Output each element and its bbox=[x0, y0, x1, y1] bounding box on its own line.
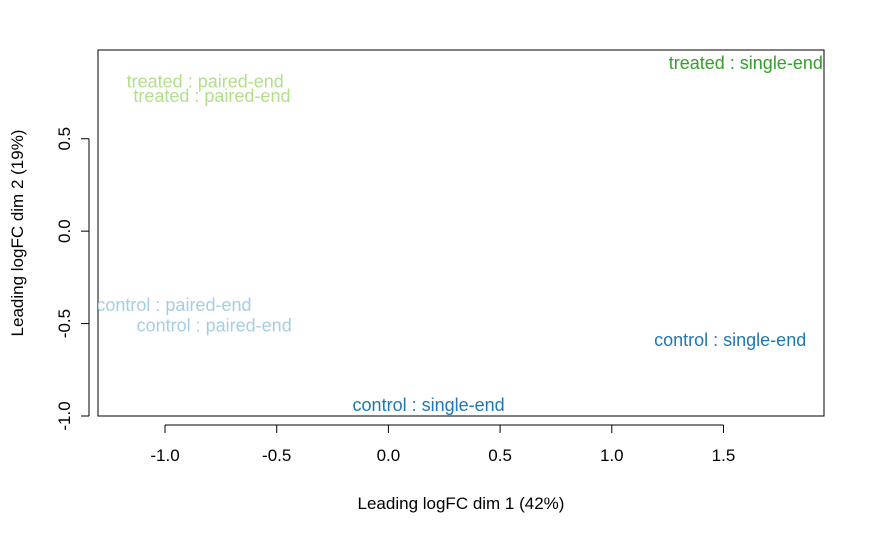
point-label: treated : paired-end bbox=[133, 86, 290, 106]
point-label: control : paired-end bbox=[96, 295, 251, 315]
point-label: control : paired-end bbox=[137, 315, 292, 335]
point-label: control : single-end bbox=[654, 330, 806, 350]
y-axis-title: Leading logFC dim 2 (19%) bbox=[8, 130, 27, 337]
x-axis: -1.0 -0.5 0.0 0.5 1.0 1.5 bbox=[150, 424, 736, 465]
y-tick-label: -1.0 bbox=[55, 401, 74, 430]
x-tick-label: 1.5 bbox=[712, 446, 736, 465]
point-label: treated : single-end bbox=[669, 53, 823, 73]
plot-frame bbox=[97, 49, 825, 417]
x-tick-label: 1.0 bbox=[600, 446, 624, 465]
x-tick-label: 0.0 bbox=[377, 446, 401, 465]
y-tick-label: -0.5 bbox=[55, 309, 74, 338]
x-tick-label: -1.0 bbox=[150, 446, 179, 465]
x-tick-label: 0.5 bbox=[488, 446, 512, 465]
y-axis: -1.0 -0.5 0.0 0.5 bbox=[55, 127, 90, 431]
point-label: treated : paired-end bbox=[127, 71, 284, 91]
x-tick-label: -0.5 bbox=[262, 446, 291, 465]
point-label: control : single-end bbox=[353, 395, 505, 415]
y-tick-label: 0.5 bbox=[55, 127, 74, 151]
x-axis-title: Leading logFC dim 1 (42%) bbox=[358, 494, 565, 513]
y-tick-label: 0.0 bbox=[55, 219, 74, 243]
